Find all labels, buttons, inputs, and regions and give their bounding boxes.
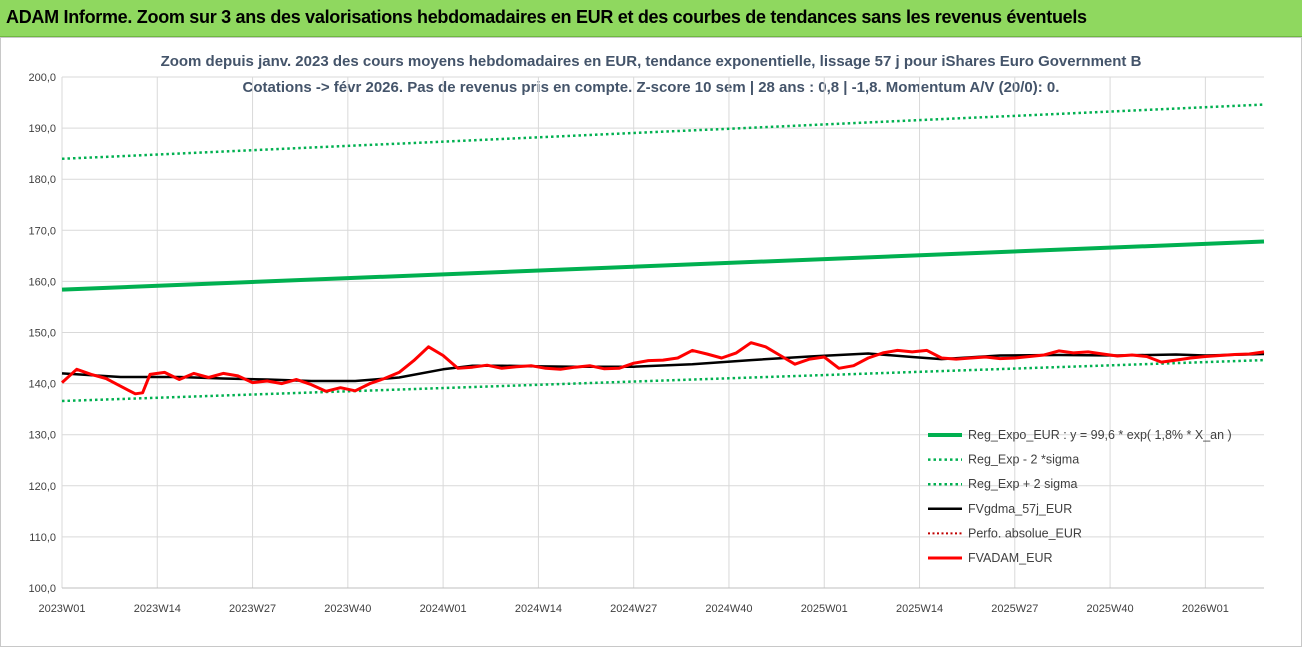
chart-frame <box>0 37 1302 647</box>
legend-label-0: Reg_Expo_EUR : y = 99,6 * exp( 1,8% * X_… <box>968 428 1232 442</box>
y-tick-label: 140,0 <box>28 379 56 391</box>
x-tick-label: 2024W01 <box>420 603 467 615</box>
y-tick-label: 200,0 <box>28 72 56 84</box>
x-tick-label: 2025W40 <box>1087 603 1134 615</box>
y-axis: 100,0 110,0 120,0 130,0 140,0 150,0 160,0 170,0… <box>28 72 56 595</box>
x-tick-label: 2023W40 <box>324 603 371 615</box>
series-line-2 <box>61 103 1265 161</box>
report-title: ADAM Informe. Zoom sur 3 ans des valoris… <box>6 7 1087 27</box>
header-bar: ADAM Informe. Zoom sur 3 ans des valoris… <box>0 0 1302 37</box>
x-tick-label: 2024W14 <box>515 603 562 615</box>
x-tick-label: 2025W01 <box>801 603 848 615</box>
series-line-0 <box>61 239 1265 292</box>
plot-area <box>60 103 1265 403</box>
legend-label-3: FVgdma_57j_EUR <box>968 502 1072 516</box>
series-line-1 <box>61 358 1265 403</box>
legend-label-5: FVADAM_EUR <box>968 551 1053 565</box>
legend: Reg_Expo_EUR : y = 99,6 * exp( 1,8% * X_… <box>928 428 1232 565</box>
legend-label-1: Reg_Exp - 2 *sigma <box>968 453 1079 467</box>
legend-label-4: Perfo. absolue_EUR <box>968 526 1082 540</box>
x-tick-label: 2024W40 <box>705 603 752 615</box>
x-tick-label: 2026W01 <box>1182 603 1229 615</box>
legend-label-2: Reg_Exp + 2 sigma <box>968 477 1077 491</box>
y-tick-label: 180,0 <box>28 174 56 186</box>
grid-lines <box>61 76 1264 589</box>
y-tick-label: 130,0 <box>28 430 56 442</box>
x-tick-label: 2023W14 <box>134 603 181 615</box>
x-tick-label: 2023W01 <box>38 603 85 615</box>
x-tick-label: 2025W14 <box>896 603 943 615</box>
y-tick-label: 100,0 <box>28 583 56 595</box>
y-tick-label: 120,0 <box>28 481 56 493</box>
chart-subtitle: Cotations -> févr 2026. Pas de revenus p… <box>242 79 1060 96</box>
y-tick-label: 160,0 <box>28 276 56 288</box>
y-tick-label: 110,0 <box>29 532 56 544</box>
x-tick-label: 2023W27 <box>229 603 276 615</box>
chart-title: Zoom depuis janv. 2023 des cours moyens … <box>160 53 1142 70</box>
y-tick-label: 150,0 <box>28 328 56 340</box>
y-tick-label: 190,0 <box>28 123 56 135</box>
x-axis: 2023W01 2023W14 2023W27 2023W40 2024W01 2024W… <box>38 587 1264 615</box>
series-line-5 <box>60 341 1265 396</box>
y-tick-label: 170,0 <box>28 225 56 237</box>
x-tick-label: 2025W27 <box>991 603 1038 615</box>
x-tick-label: 2024W27 <box>610 603 657 615</box>
